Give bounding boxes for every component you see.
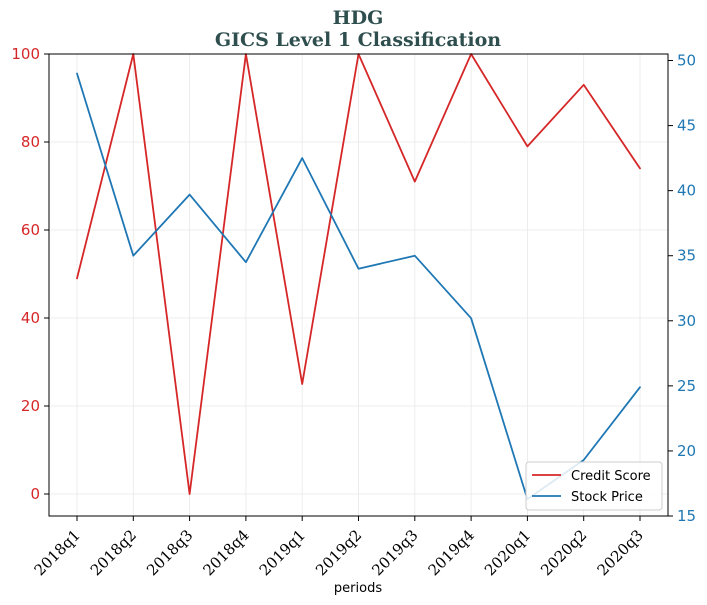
- x-axis: 2018q1 2018q2 2018q3 2018q4 2019q1 2019q2 2019…: [31, 516, 647, 579]
- x-tick-label: 2018q4: [199, 526, 252, 579]
- right-tick-label: 20: [677, 442, 696, 460]
- right-tick-label: 40: [677, 182, 696, 200]
- x-tick-label: 2019q3: [368, 526, 421, 579]
- right-y-axis: 15 20 25 30 35 40 45 50: [668, 52, 696, 525]
- x-tick-label: 2020q2: [537, 526, 590, 579]
- x-tick-label: 2019q1: [256, 526, 309, 579]
- left-tick-label: 20: [21, 397, 40, 415]
- x-tick-label: 2019q2: [312, 526, 365, 579]
- left-tick-label: 80: [21, 133, 40, 151]
- x-tick-label: 2020q3: [594, 526, 647, 579]
- legend-label-stock-price: Stock Price: [571, 490, 643, 505]
- right-tick-label: 35: [677, 247, 696, 265]
- left-tick-label: 40: [21, 309, 40, 327]
- right-tick-label: 50: [677, 52, 696, 70]
- x-tick-label: 2018q1: [31, 526, 84, 579]
- chart-title-line2: GICS Level 1 Classification: [215, 29, 501, 51]
- legend-box: [525, 461, 663, 511]
- x-tick-label: 2019q4: [425, 526, 478, 579]
- legend: Credit Score Stock Price: [525, 461, 663, 511]
- legend-label-credit-score: Credit Score: [571, 469, 651, 484]
- left-y-axis: 0 20 40 60 80 100: [11, 45, 49, 503]
- x-axis-label: periods: [334, 581, 382, 596]
- x-tick-label: 2020q1: [481, 526, 534, 579]
- left-tick-label: 100: [11, 45, 40, 63]
- right-tick-label: 30: [677, 312, 696, 330]
- left-tick-label: 0: [30, 485, 40, 503]
- x-tick-label: 2018q2: [87, 526, 140, 579]
- right-tick-label: 45: [677, 117, 696, 135]
- right-tick-label: 25: [677, 377, 696, 395]
- left-tick-label: 60: [21, 221, 40, 239]
- chart-title-line1: HDG: [333, 7, 384, 29]
- right-tick-label: 15: [677, 507, 696, 525]
- x-tick-label: 2018q3: [143, 526, 196, 579]
